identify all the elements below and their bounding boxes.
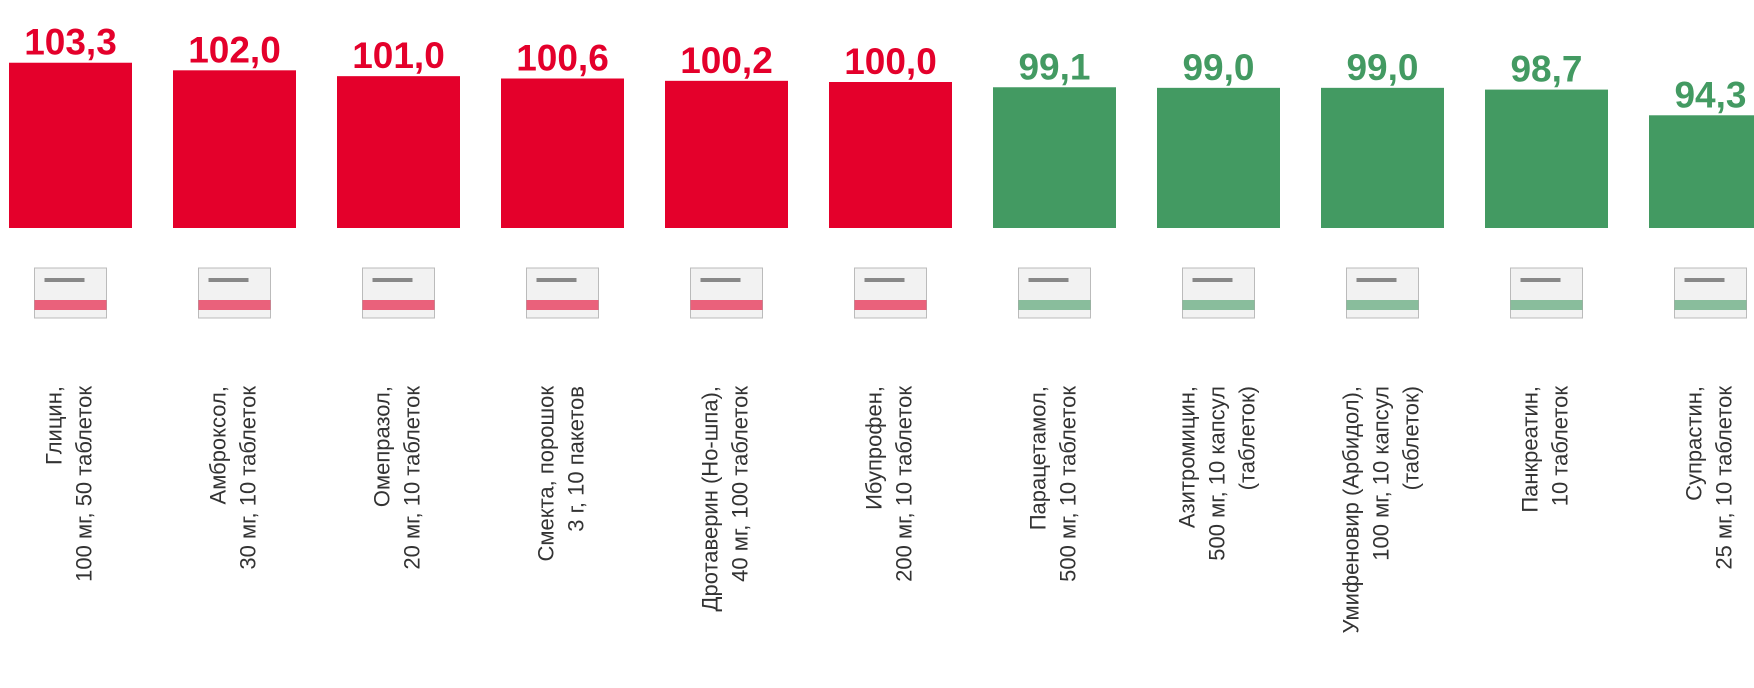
value-label: 100,0 (844, 41, 937, 82)
package-band (1356, 278, 1397, 282)
package-icon (1018, 267, 1091, 319)
bar (665, 80, 788, 228)
x-tick-label: 100 мг, 50 таблеток (71, 386, 96, 582)
package-band (1684, 278, 1725, 282)
package-icon (526, 267, 599, 319)
package-stripe (526, 300, 599, 310)
package-icon (362, 267, 435, 319)
x-tick-label: Дротаверин (Но-шпа), (697, 386, 722, 611)
package-band (1520, 278, 1561, 282)
x-tick-label: (таблеток) (1398, 386, 1423, 490)
package-band (208, 278, 249, 282)
x-tick-label: (таблеток) (1234, 386, 1259, 490)
value-label: 100,2 (680, 40, 773, 81)
bar (993, 87, 1116, 228)
package-stripe (34, 300, 107, 310)
x-tick-label: Парацетамол, (1025, 386, 1050, 530)
package-band (864, 278, 905, 282)
bar (337, 76, 460, 228)
package-stripe (1346, 300, 1419, 310)
x-tick-label: Супрастин, (1681, 386, 1706, 501)
x-tick-label: Глицин, (41, 386, 66, 465)
package-icon (1510, 267, 1583, 319)
bar (1321, 87, 1444, 228)
value-label: 99,0 (1182, 47, 1254, 88)
x-tick-label: Омепразол, (369, 386, 394, 507)
value-label: 102,0 (188, 29, 281, 70)
package-stripe (362, 300, 435, 310)
package-stripe (1182, 300, 1255, 310)
package-stripe (854, 300, 927, 310)
bar (501, 78, 624, 228)
x-tick-label: Умифеновир (Арбидол), (1338, 386, 1363, 633)
x-tick-label: 3 г, 10 пакетов (563, 386, 588, 532)
package-icon (34, 267, 107, 319)
x-tick-label: Ибупрофен, (861, 386, 886, 510)
package-stripe (1018, 300, 1091, 310)
package-icon (854, 267, 927, 319)
package-band (536, 278, 577, 282)
value-label: 101,0 (352, 35, 445, 76)
x-tick-label: Панкреатин, (1517, 386, 1542, 513)
package-stripe (1510, 300, 1583, 310)
package-icon (1674, 267, 1747, 319)
package-band (372, 278, 413, 282)
value-label: 103,3 (24, 22, 117, 63)
bar (9, 62, 132, 229)
package-band (700, 278, 741, 282)
bar (1157, 87, 1280, 228)
package-icon (1346, 267, 1419, 319)
package-icon (1182, 267, 1255, 319)
package-band (44, 278, 85, 282)
x-tick-label: 10 таблеток (1547, 386, 1572, 507)
x-tick-label: 40 мг, 100 таблеток (727, 386, 752, 582)
package-stripe (198, 300, 271, 310)
value-label: 98,7 (1510, 49, 1582, 90)
bar (1649, 115, 1754, 228)
x-tick-label: 500 мг, 10 капсул (1204, 386, 1229, 561)
package-stripe (690, 300, 763, 310)
bar (173, 70, 296, 228)
package-band (1028, 278, 1069, 282)
x-tick-label: 100 мг, 10 капсул (1368, 386, 1393, 561)
x-tick-label: 500 мг, 10 таблеток (1055, 386, 1080, 582)
bar (1485, 89, 1608, 228)
bar (829, 82, 952, 228)
package-icon (690, 267, 763, 319)
package-icon (198, 267, 271, 319)
value-label: 100,6 (516, 37, 609, 78)
x-tick-label: Азитромицин, (1174, 386, 1199, 528)
package-band (1192, 278, 1233, 282)
x-tick-label: Амброксол, (205, 386, 230, 504)
x-tick-label: Смекта, порошок (533, 386, 558, 562)
value-label: 94,3 (1674, 74, 1746, 115)
package-stripe (1674, 300, 1747, 310)
value-label: 99,0 (1346, 47, 1418, 88)
x-tick-label: 25 мг, 10 таблеток (1711, 386, 1736, 570)
value-label: 99,1 (1018, 46, 1090, 87)
x-tick-label: 30 мг, 10 таблеток (235, 386, 260, 570)
x-tick-label: 200 мг, 10 таблеток (891, 386, 916, 582)
x-tick-label: 20 мг, 10 таблеток (399, 386, 424, 570)
